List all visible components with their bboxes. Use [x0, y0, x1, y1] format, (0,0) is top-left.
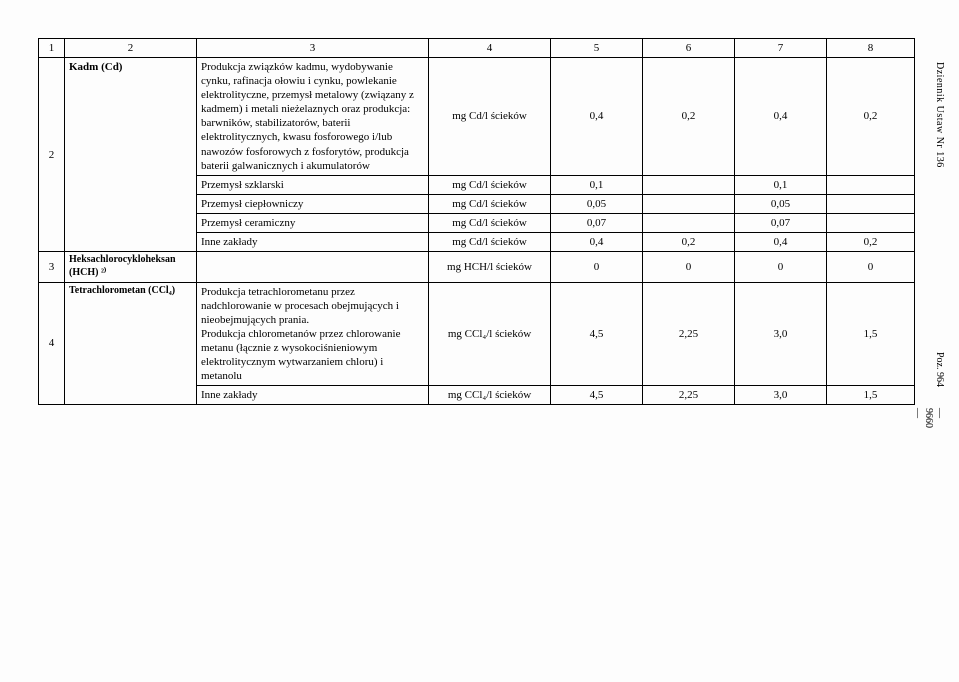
page: Dziennik Ustaw Nr 136 — 9660 — Poz. 964 …	[10, 38, 949, 405]
cell-val: 0,4	[735, 58, 827, 176]
cell-num: 2	[39, 58, 65, 252]
cell-desc: Produkcja tetrachlorometanu przez nadchl…	[197, 282, 429, 386]
cell-val: 3,0	[735, 282, 827, 386]
cell-desc: Przemysł ceramiczny	[197, 213, 429, 232]
cell-desc: Produkcja związków kadmu, wydobywanie cy…	[197, 58, 429, 176]
cell-val	[827, 175, 915, 194]
cell-val: 0,4	[551, 232, 643, 251]
cell-desc	[197, 252, 429, 283]
cell-val: 4,5	[551, 282, 643, 386]
cell-val: 0,07	[551, 213, 643, 232]
cell-val: 0,1	[551, 175, 643, 194]
cell-val	[643, 175, 735, 194]
cell-desc: Inne zakłady	[197, 232, 429, 251]
cell-unit: mg Cd/l ścieków	[429, 213, 551, 232]
table-row: 4 Tetrachlorometan (CCl₄) Produkcja tetr…	[39, 282, 915, 386]
table-row: 2 Kadm (Cd) Produkcja związków kadmu, wy…	[39, 58, 915, 176]
cell-val	[827, 213, 915, 232]
cell-val: 0,2	[643, 232, 735, 251]
col-header: 2	[65, 39, 197, 58]
cell-val: 0,1	[735, 175, 827, 194]
col-header: 7	[735, 39, 827, 58]
table-row: 3 Heksachlorocykloheksan (HCH) ²⁾ mg HCH…	[39, 252, 915, 283]
cell-desc: Inne zakłady	[197, 386, 429, 405]
cell-val: 0,05	[551, 194, 643, 213]
cell-desc: Przemysł szklarski	[197, 175, 429, 194]
col-header: 1	[39, 39, 65, 58]
cell-val: 0,4	[551, 58, 643, 176]
cell-val	[827, 194, 915, 213]
cell-desc: Przemysł ciepłowniczy	[197, 194, 429, 213]
col-header: 6	[643, 39, 735, 58]
side-pageno: — 9660 —	[912, 408, 945, 428]
cell-val: 0,2	[827, 232, 915, 251]
table-header-row: 1 2 3 4 5 6 7 8	[39, 39, 915, 58]
cell-unit: mg HCH/l ścieków	[429, 252, 551, 283]
cell-val: 0,07	[735, 213, 827, 232]
col-header: 4	[429, 39, 551, 58]
side-poz: Poz. 964	[934, 352, 945, 387]
cell-val: 2,25	[643, 282, 735, 386]
cell-unit: mg Cd/l ścieków	[429, 175, 551, 194]
col-header: 3	[197, 39, 429, 58]
cell-val: 0	[551, 252, 643, 283]
cell-substance: Heksachlorocykloheksan (HCH) ²⁾	[65, 252, 197, 283]
cell-val: 0,05	[735, 194, 827, 213]
cell-val: 0,2	[827, 58, 915, 176]
main-table: 1 2 3 4 5 6 7 8 2 Kadm (Cd) Produkcja zw…	[38, 38, 915, 405]
cell-num: 3	[39, 252, 65, 283]
cell-substance: Kadm (Cd)	[65, 58, 197, 252]
col-header: 8	[827, 39, 915, 58]
cell-val: 3,0	[735, 386, 827, 405]
cell-unit: mg CCl₄/l ścieków	[429, 386, 551, 405]
cell-unit: mg Cd/l ścieków	[429, 194, 551, 213]
cell-substance: Tetrachlorometan (CCl₄)	[65, 282, 197, 405]
col-header: 5	[551, 39, 643, 58]
cell-val: 1,5	[827, 282, 915, 386]
cell-val: 0	[827, 252, 915, 283]
side-journal: Dziennik Ustaw Nr 136	[934, 62, 945, 168]
cell-val: 0	[643, 252, 735, 283]
cell-val: 2,25	[643, 386, 735, 405]
cell-val: 0,4	[735, 232, 827, 251]
cell-val: 0,2	[643, 58, 735, 176]
cell-num: 4	[39, 282, 65, 405]
cell-val: 1,5	[827, 386, 915, 405]
cell-unit: mg Cd/l ścieków	[429, 58, 551, 176]
cell-val: 0	[735, 252, 827, 283]
cell-unit: mg Cd/l ścieków	[429, 232, 551, 251]
cell-val: 4,5	[551, 386, 643, 405]
cell-unit: mg CCl₄/l ścieków	[429, 282, 551, 386]
cell-val	[643, 213, 735, 232]
cell-val	[643, 194, 735, 213]
